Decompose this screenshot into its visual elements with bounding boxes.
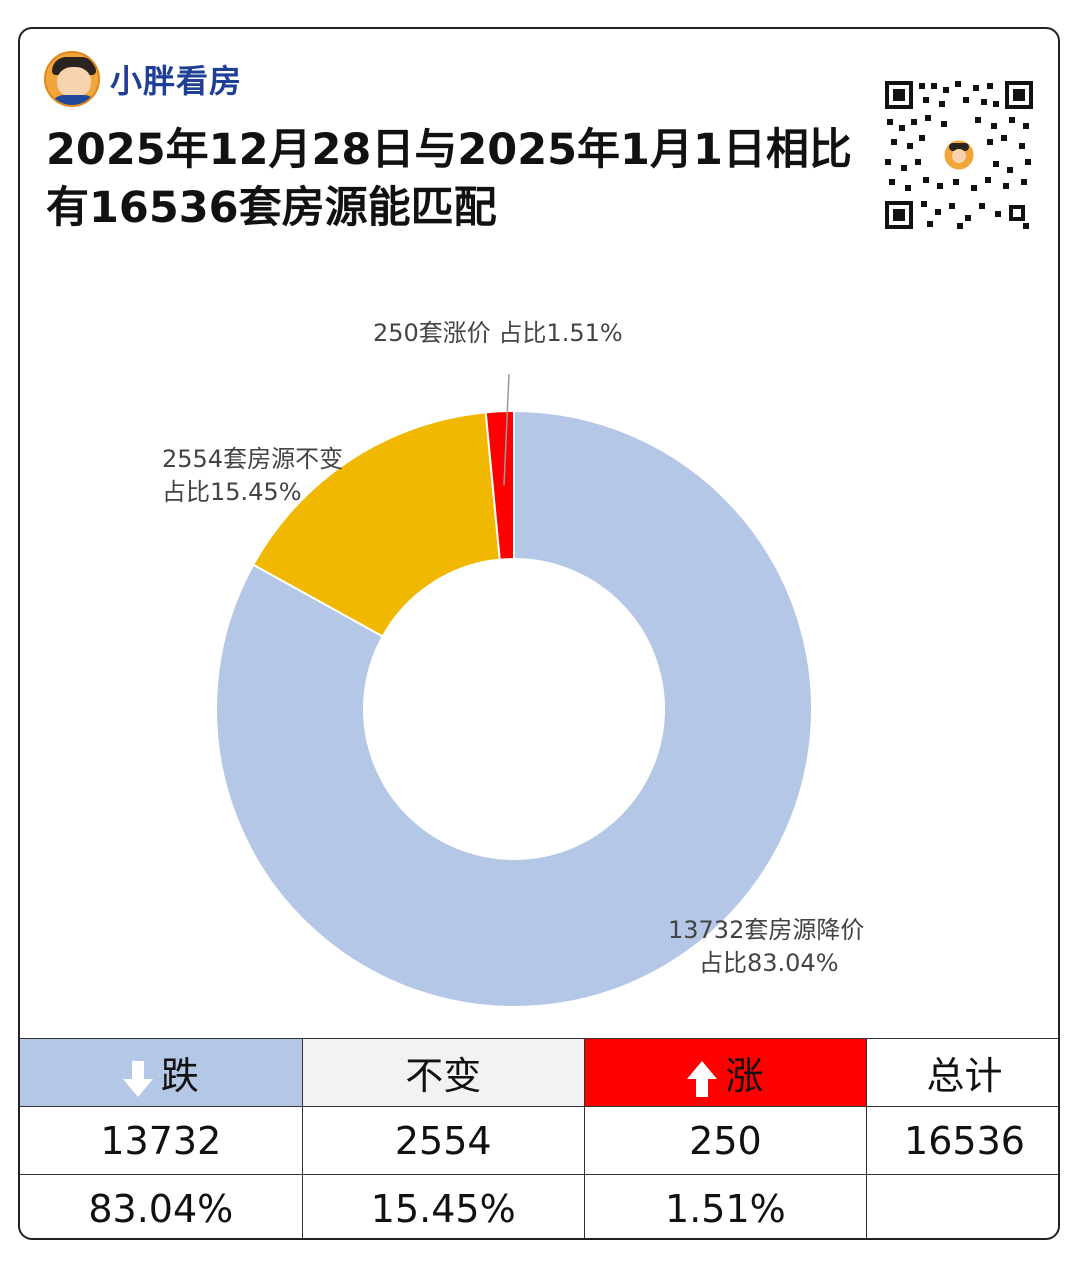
- table-row-percents: 83.04% 15.45% 1.51%: [20, 1174, 1058, 1238]
- table-header-row: 跌 不变 涨 总计: [20, 1038, 1058, 1107]
- label-flat-line2: 占比15.45%: [162, 478, 302, 506]
- summary-table: 跌 不变 涨 总计 13732 2554 250 16536 83.04% 15…: [20, 1038, 1058, 1238]
- slice-down: [215, 409, 813, 1008]
- count-up: 250: [583, 1106, 868, 1175]
- qr-code: [883, 79, 1035, 231]
- header-total: 总计: [866, 1038, 1058, 1107]
- percent-flat: 15.45%: [301, 1174, 585, 1238]
- percent-down: 83.04%: [20, 1174, 303, 1238]
- count-down: 13732: [20, 1106, 303, 1175]
- leader-line: [503, 373, 510, 486]
- header-flat-label: 不变: [405, 1054, 482, 1098]
- brand-name: 小胖看房: [110, 62, 243, 100]
- page-title: 2025年12月28日与2025年1月1日相比 有16536套房源能匹配: [46, 121, 886, 237]
- header-flat: 不变: [301, 1038, 585, 1107]
- slice-flat: [251, 411, 501, 638]
- percent-up: 1.51%: [583, 1174, 868, 1238]
- donut-chart: 250套涨价 占比1.51% 2554套房源不变 占比15.45% 13732套…: [162, 319, 864, 1008]
- brand: 小胖看房: [44, 49, 242, 109]
- infographic-card: 小胖看房 2025年12月28日与2025年1月1日相比 有16536套房源能匹…: [18, 27, 1060, 1240]
- label-down-line1: 13732套房源降价: [668, 916, 864, 944]
- arrow-up-icon: [687, 1060, 718, 1097]
- avatar: [44, 51, 100, 107]
- label-up-line1: 250套涨价 占比1.51%: [373, 319, 623, 347]
- count-total: 16536: [866, 1106, 1058, 1175]
- header-up: 涨: [583, 1038, 868, 1107]
- title-line-1: 2025年12月28日与2025年1月1日相比: [46, 125, 852, 175]
- label-down-line2: 占比83.04%: [699, 949, 839, 977]
- title-line-2: 有16536套房源能匹配: [46, 183, 497, 233]
- arrow-down-icon: [122, 1060, 153, 1097]
- header-up-label: 涨: [725, 1054, 764, 1098]
- header-total-label: 总计: [926, 1054, 1003, 1098]
- count-flat: 2554: [301, 1106, 585, 1175]
- header-down: 跌: [20, 1038, 303, 1107]
- label-flat-line1: 2554套房源不变: [162, 445, 343, 473]
- percent-total: [866, 1174, 1058, 1238]
- slice-up: [484, 409, 515, 561]
- table-row-counts: 13732 2554 250 16536: [20, 1106, 1058, 1175]
- header-down-label: 跌: [160, 1054, 199, 1098]
